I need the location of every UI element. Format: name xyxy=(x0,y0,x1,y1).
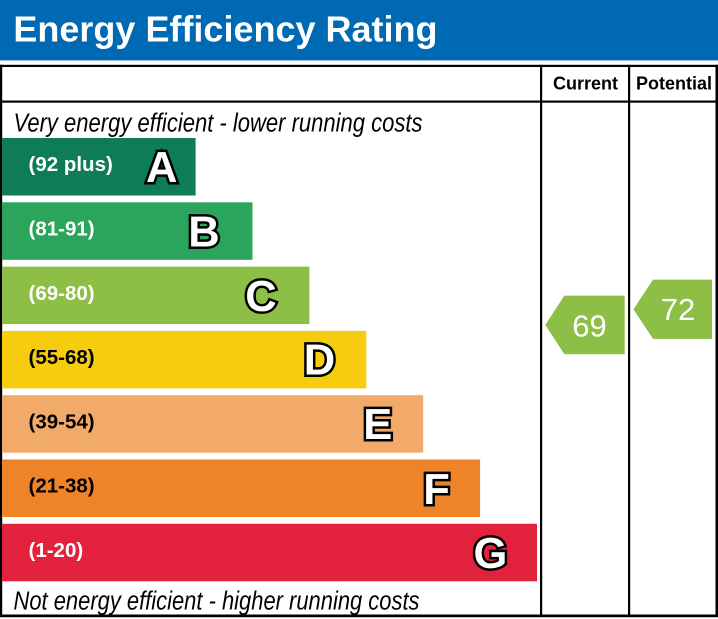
svg-text:(1-20): (1-20) xyxy=(29,539,84,562)
svg-text:C: C xyxy=(245,273,276,321)
svg-text:B: B xyxy=(188,209,219,257)
svg-text:69: 69 xyxy=(572,308,606,343)
svg-text:72: 72 xyxy=(661,292,695,327)
svg-text:(21-38): (21-38) xyxy=(29,475,95,498)
svg-text:Energy Efficiency Rating: Energy Efficiency Rating xyxy=(13,9,437,50)
svg-text:(92 plus): (92 plus) xyxy=(29,153,113,176)
svg-text:D: D xyxy=(304,337,335,385)
svg-text:(55-68): (55-68) xyxy=(29,346,95,369)
svg-text:E: E xyxy=(363,401,392,449)
svg-text:Very energy efficient - lower: Very energy efficient - lower running co… xyxy=(14,107,423,137)
svg-text:A: A xyxy=(146,144,177,192)
svg-text:(39-54): (39-54) xyxy=(29,410,95,433)
svg-text:G: G xyxy=(473,530,507,578)
svg-text:Potential: Potential xyxy=(636,73,712,93)
svg-text:F: F xyxy=(423,466,450,514)
svg-text:(69-80): (69-80) xyxy=(29,282,95,305)
svg-text:Current: Current xyxy=(553,73,618,93)
svg-text:(81-91): (81-91) xyxy=(29,218,95,241)
svg-text:Not energy efficient - higher: Not energy efficient - higher running co… xyxy=(14,586,420,616)
